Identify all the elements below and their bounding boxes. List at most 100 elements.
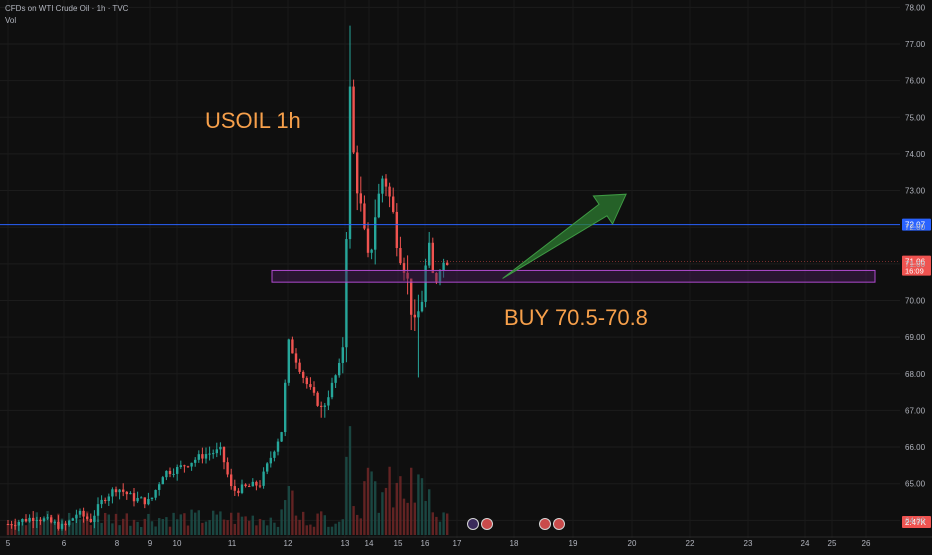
- volume-bar: [420, 478, 424, 535]
- volume-bar: [384, 487, 388, 535]
- candle-body: [147, 498, 150, 505]
- candle-body: [420, 301, 424, 312]
- candle-body: [150, 497, 154, 499]
- volume-bar: [136, 521, 139, 535]
- candle-body: [424, 265, 427, 302]
- volume-bar: [399, 476, 402, 535]
- volume-bar: [215, 514, 218, 535]
- volume-bar: [320, 511, 323, 535]
- candle-body: [208, 453, 211, 455]
- candle-body: [6, 524, 10, 526]
- price-tick-label: 77.00: [905, 40, 926, 49]
- candle-body: [230, 474, 233, 487]
- volume-bar: [208, 520, 211, 535]
- level-price-badge: [902, 218, 931, 231]
- grid: [0, 0, 900, 538]
- volume-bar: [392, 507, 395, 535]
- event-flag-icon: [553, 518, 565, 530]
- volume-bar: [413, 502, 416, 535]
- event-clock-icon: [467, 518, 479, 530]
- candle-body: [402, 263, 406, 273]
- volume-bar: [348, 426, 352, 535]
- time-tick-label: 10: [173, 539, 182, 548]
- volume-bar: [251, 515, 254, 535]
- volume-bar: [388, 466, 391, 535]
- volume-bar: [222, 519, 226, 535]
- candle-body: [392, 196, 395, 212]
- volume-bar: [428, 489, 431, 535]
- time-tick-label: 25: [828, 539, 837, 548]
- candle-body: [186, 466, 190, 468]
- candle-body: [251, 481, 254, 487]
- candle-body: [255, 481, 258, 486]
- candle-body: [143, 497, 146, 505]
- event-flag-icon: [539, 518, 551, 530]
- symbol-title: CFDs on WTI Crude Oil · 1h · TVC: [5, 4, 129, 13]
- candle-body: [78, 510, 82, 515]
- volume-bar: [410, 467, 413, 535]
- volume-bar: [345, 456, 348, 535]
- candle-body: [158, 484, 161, 490]
- candle-body: [381, 178, 384, 194]
- volume-bar: [305, 525, 308, 535]
- candle-body: [35, 520, 38, 522]
- last-price-label: 71.06: [905, 258, 926, 267]
- volume-bar: [255, 525, 258, 535]
- price-tick-label: 71.00: [905, 260, 926, 269]
- volume-bar: [212, 510, 215, 535]
- volume-bar: [201, 522, 204, 535]
- volume-bar: [53, 520, 56, 535]
- time-tick-label: 17: [453, 539, 462, 548]
- volume-bar: [190, 509, 193, 535]
- candle-body: [233, 486, 236, 491]
- volume-bar: [42, 517, 46, 535]
- title-annotation[interactable]: USOIL 1h: [205, 108, 301, 133]
- candle-body: [298, 362, 301, 372]
- volume-bar: [298, 519, 301, 535]
- volume-bar: [86, 511, 89, 535]
- candle-body: [118, 489, 121, 493]
- candle-body: [104, 499, 107, 501]
- candle-body: [280, 432, 283, 442]
- volume-bar: [356, 514, 359, 535]
- buy-zone-rect: [271, 269, 876, 283]
- volume-bar: [370, 471, 373, 535]
- time-tick-label: 11: [228, 539, 237, 548]
- volume-bar: [172, 512, 175, 535]
- volume-bar: [312, 526, 316, 535]
- time-tick-label: 26: [862, 539, 871, 548]
- candle-body: [100, 499, 103, 505]
- volume-badge-label: 2.47K: [905, 518, 927, 527]
- volume-bar: [78, 519, 82, 535]
- candle-body: [107, 496, 110, 501]
- time-tick-label: 8: [115, 539, 120, 548]
- volume-bar: [125, 513, 128, 535]
- price-tick-label: 78.00: [905, 3, 926, 12]
- candle-body: [294, 353, 298, 363]
- volume-bar: [338, 521, 341, 535]
- buy-annotation[interactable]: BUY 70.5-70.8: [504, 305, 648, 330]
- volume-bar: [269, 517, 272, 535]
- candle-body: [132, 493, 136, 502]
- price-tick-label: 75.00: [905, 113, 926, 122]
- time-tick-label: 19: [569, 539, 578, 548]
- price-tick-label: 72.00: [905, 223, 926, 232]
- volume-bar: [158, 518, 161, 535]
- candle-body: [273, 451, 276, 458]
- price-tick-label: 68.00: [905, 370, 926, 379]
- volume-bar: [183, 513, 186, 535]
- volume-bar: [266, 525, 269, 535]
- candle-body: [212, 453, 215, 455]
- candle-body: [345, 239, 348, 348]
- candle-body: [39, 520, 42, 522]
- volume-bar: [226, 520, 229, 535]
- candle-body: [89, 518, 92, 522]
- candle-body: [438, 270, 442, 282]
- volume-bar: [284, 500, 287, 535]
- price-tick-label: 65.00: [905, 480, 926, 489]
- candle-body: [168, 470, 172, 475]
- candle-body: [190, 462, 193, 467]
- candle-body: [96, 504, 100, 516]
